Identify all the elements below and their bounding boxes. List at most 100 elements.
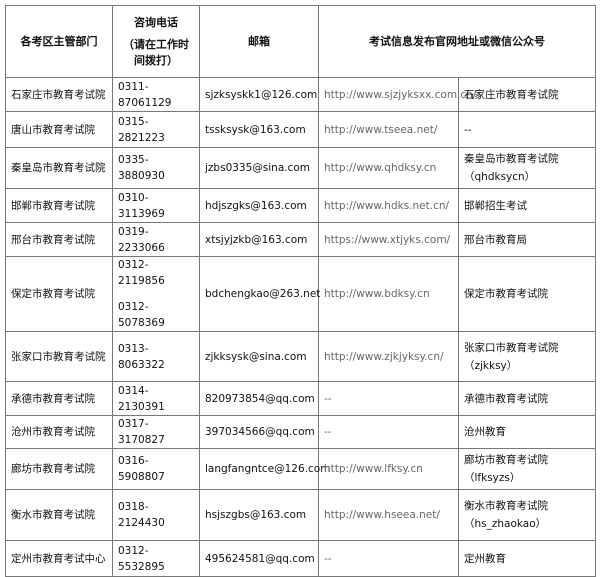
table-row: 衡水市教育考试院 0318-2124430 hsjszgbs@163.com http… bbox=[5, 489, 596, 541]
wechat-name: 石家庄市教育考试院 bbox=[464, 88, 559, 101]
wechat-cell: 邢台市教育局 bbox=[458, 222, 596, 257]
wechat-name: 沧州教育 bbox=[464, 426, 506, 438]
dept-cell: 保定市教育考试院 bbox=[5, 256, 113, 332]
email-cell[interactable]: 820973854@qq.com bbox=[199, 381, 319, 416]
exam-contact-table: 各考区主管部门 咨询电话 （请在工作时间拨打） 邮箱 考试信息发布官网地址或微信公… bbox=[5, 5, 596, 577]
website-link[interactable]: http://www.bdksy.cn bbox=[318, 256, 459, 332]
email-cell[interactable]: sjzksyskk1@126.com bbox=[199, 77, 319, 112]
email-cell[interactable]: xtsjyjzkb@163.com bbox=[199, 222, 319, 257]
email-cell[interactable]: hdjszgks@163.com bbox=[199, 188, 319, 223]
wechat-name: 邯郸招生考试 bbox=[464, 199, 527, 212]
website-link: -- bbox=[318, 415, 459, 449]
table-row: 邯郸市教育考试院 0310-3113969 hdjszgks@163.com http… bbox=[5, 188, 596, 223]
website-link[interactable]: https://www.xtjyks.com/ bbox=[318, 222, 459, 257]
phone: 0315-2821223 bbox=[118, 115, 165, 144]
wechat-cell: -- bbox=[458, 111, 596, 148]
phone: 0319-2233066 bbox=[118, 225, 165, 254]
dept-cell: 廊坊市教育考试院 bbox=[5, 448, 113, 490]
table-row: 秦皇岛市教育考试院 0335-3880930 jzbs0335@sina.com ht… bbox=[5, 147, 596, 189]
table-row: 沧州市教育考试院 0317-3170827 397034566@qq.com -- 沧州… bbox=[5, 415, 596, 449]
table-row: 承德市教育考试院 0314-2130391 820973854@qq.com -- 承德… bbox=[5, 381, 596, 416]
wechat-name: 邢台市教育局 bbox=[464, 233, 527, 246]
phone: 0312-2119856 bbox=[118, 259, 165, 287]
dept-cell: 承德市教育考试院 bbox=[5, 381, 113, 416]
dept-cell: 沧州市教育考试院 bbox=[5, 415, 113, 449]
phone: 0313-8063322 bbox=[118, 342, 165, 371]
wechat-id: （lfksyzs） bbox=[464, 472, 521, 484]
website-link[interactable]: http://www.sjzjyksxx.com.cn/ bbox=[318, 77, 476, 112]
dept-cell: 张家口市教育考试院 bbox=[5, 331, 113, 382]
header-phone-note: （请在工作时间拨打） bbox=[123, 37, 189, 67]
email-cell[interactable]: 397034566@qq.com bbox=[199, 415, 319, 449]
dept-cell: 唐山市教育考试院 bbox=[5, 111, 113, 148]
dept-cell: 邯郸市教育考试院 bbox=[5, 188, 113, 223]
phone-2: 0312-5078369 bbox=[118, 301, 165, 329]
email-cell[interactable]: 495624581@qq.com bbox=[199, 540, 319, 577]
phone-cell: 0316-5908807 bbox=[112, 448, 200, 490]
website-link[interactable]: http://www.qhdksy.cn bbox=[318, 147, 459, 189]
phone-cell: 0317-3170827 bbox=[112, 415, 200, 449]
phone-cell: 0319-2233066 bbox=[112, 222, 200, 257]
header-dept: 各考区主管部门 bbox=[5, 5, 113, 78]
table-row: 唐山市教育考试院 0315-2821223 tssksysk@163.com http… bbox=[5, 111, 596, 148]
header-row: 各考区主管部门 咨询电话 （请在工作时间拨打） 邮箱 考试信息发布官网地址或微信公… bbox=[5, 5, 596, 78]
dept-cell: 邢台市教育考试院 bbox=[5, 222, 113, 257]
phone: 0335-3880930 bbox=[118, 154, 165, 182]
email-cell[interactable]: bdchengkao@263.net bbox=[199, 256, 320, 332]
phone: 0316-5908807 bbox=[118, 455, 165, 483]
wechat-name: 秦皇岛市教育考试院 bbox=[464, 153, 559, 165]
website-link: -- bbox=[318, 381, 459, 416]
phone: 0317-3170827 bbox=[118, 418, 165, 446]
phone-cell: 0313-8063322 bbox=[112, 331, 200, 382]
wechat-cell: 廊坊市教育考试院 （lfksyzs） bbox=[458, 448, 596, 490]
wechat-cell: 保定市教育考试院 bbox=[458, 256, 596, 332]
wechat-name: 张家口市教育考试院 bbox=[464, 341, 559, 354]
email-cell[interactable]: langfangntce@126.com bbox=[199, 448, 330, 490]
wechat-name: 衡水市教育考试院 bbox=[464, 500, 548, 512]
wechat-name: -- bbox=[464, 123, 472, 136]
website-link[interactable]: http://www.lfksy.cn bbox=[318, 448, 459, 490]
wechat-id: （hs_zhaokao） bbox=[464, 518, 547, 530]
wechat-cell: 定州教育 bbox=[458, 540, 596, 577]
table-row: 石家庄市教育考试院 0311-87061129 sjzksyskk1@126.com… bbox=[5, 77, 596, 112]
phone-cell: 0311-87061129 bbox=[112, 77, 200, 112]
website-link[interactable]: http://www.hdks.net.cn/ bbox=[318, 188, 459, 223]
website-link[interactable]: http://www.zjkjyksy.cn/ bbox=[318, 331, 459, 382]
website-link[interactable]: http://www.tseea.net/ bbox=[318, 111, 459, 148]
email-cell[interactable]: jzbs0335@sina.com bbox=[199, 147, 319, 189]
wechat-cell: 张家口市教育考试院 （zjkksy） bbox=[458, 331, 596, 382]
wechat-cell: 石家庄市教育考试院 bbox=[458, 77, 596, 112]
phone-cell: 0318-2124430 bbox=[112, 489, 200, 541]
wechat-name: 廊坊市教育考试院 bbox=[464, 454, 548, 466]
phone: 0318-2124430 bbox=[118, 501, 165, 529]
phone: 0312-5532895 bbox=[118, 544, 165, 573]
phone-cell: 0314-2130391 bbox=[112, 381, 200, 416]
phone-cell: 0312-2119856 0312-5078369 bbox=[112, 256, 200, 332]
wechat-cell: 邯郸招生考试 bbox=[458, 188, 596, 223]
email-cell[interactable]: tssksysk@163.com bbox=[199, 111, 319, 148]
wechat-cell: 沧州教育 bbox=[458, 415, 596, 449]
wechat-cell: 衡水市教育考试院 （hs_zhaokao） bbox=[458, 489, 596, 541]
website-link[interactable]: http://www.hseea.net/ bbox=[318, 489, 459, 541]
wechat-cell: 承德市教育考试院 bbox=[458, 381, 596, 416]
dept-cell: 定州市教育考试中心 bbox=[5, 540, 113, 577]
phone-cell: 0335-3880930 bbox=[112, 147, 200, 189]
phone: 0310-3113969 bbox=[118, 191, 165, 220]
website-link: -- bbox=[318, 540, 459, 577]
table-row: 定州市教育考试中心 0312-5532895 495624581@qq.com -- 定… bbox=[5, 540, 596, 577]
table-row: 张家口市教育考试院 0313-8063322 zjkksysk@sina.com ht… bbox=[5, 331, 596, 382]
wechat-id: （qhdksycn） bbox=[464, 171, 536, 183]
wechat-id: （zjkksy） bbox=[464, 359, 518, 372]
dept-cell: 石家庄市教育考试院 bbox=[5, 77, 113, 112]
header-site: 考试信息发布官网地址或微信公众号 bbox=[318, 5, 596, 78]
dept-cell: 秦皇岛市教育考试院 bbox=[5, 147, 113, 189]
phone: 0311-87061129 bbox=[118, 80, 172, 109]
header-phone: 咨询电话 （请在工作时间拨打） bbox=[112, 5, 200, 78]
email-cell[interactable]: zjkksysk@sina.com bbox=[199, 331, 319, 382]
table-row: 邢台市教育考试院 0319-2233066 xtsjyjzkb@163.com htt… bbox=[5, 222, 596, 257]
email-cell[interactable]: hsjszgbs@163.com bbox=[199, 489, 319, 541]
phone: 0314-2130391 bbox=[118, 384, 165, 413]
dept-cell: 衡水市教育考试院 bbox=[5, 489, 113, 541]
header-email: 邮箱 bbox=[199, 5, 319, 78]
phone-cell: 0310-3113969 bbox=[112, 188, 200, 223]
